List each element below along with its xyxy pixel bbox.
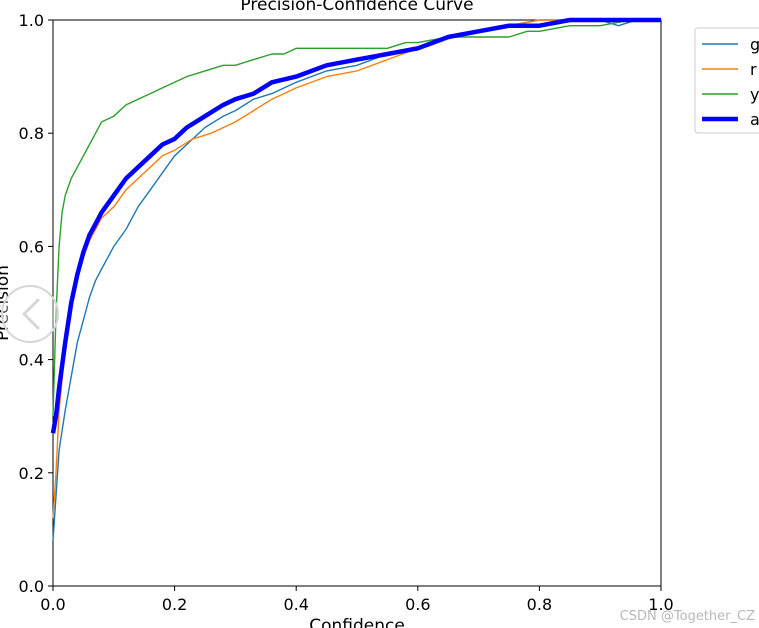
series-line-a — [50, 17, 661, 434]
chevron-left-icon — [22, 298, 40, 330]
y-tick-label: 1.0 — [19, 11, 44, 30]
x-axis-ticks: 0.0 0.2 0.4 0.6 0.8 1.0 — [40, 586, 674, 614]
y-tick-label: 0.4 — [19, 351, 44, 370]
y-tick-label: 0.0 — [19, 577, 44, 596]
x-axis-title: Confidence — [309, 616, 405, 628]
x-tick-label: 1.0 — [648, 595, 673, 614]
nav-back-overlay[interactable] — [1, 285, 59, 343]
plot-frame — [52, 19, 662, 587]
series-line-y — [52, 19, 661, 417]
x-tick-label: 0.8 — [527, 595, 552, 614]
legend-label-y: y — [750, 85, 759, 104]
x-tick-label: 0.6 — [405, 595, 430, 614]
chart-title: Precision-Confidence Curve — [240, 0, 473, 15]
watermark: CSDN @Together_CZ — [620, 609, 755, 624]
y-tick-label: 0.6 — [19, 237, 44, 256]
x-tick-label: 0.2 — [162, 595, 187, 614]
series-layer — [50, 17, 661, 541]
y-axis-ticks: 0.0 0.2 0.4 0.6 0.8 1.0 — [19, 11, 53, 596]
legend-label-g: g — [750, 35, 759, 54]
nav-back-circle — [1, 285, 59, 343]
legend-label-a: a — [750, 110, 759, 129]
x-tick-label: 0.4 — [283, 595, 308, 614]
plot-area: 0.0 0.2 0.4 0.6 0.8 1.0 0.0 0.2 0.4 0.6 0.8 1.0 — [19, 11, 674, 614]
y-tick-label: 0.8 — [19, 124, 44, 143]
x-tick-label: 0.0 — [40, 595, 65, 614]
legend-label-r: r — [750, 60, 757, 79]
y-tick-label: 0.2 — [19, 464, 44, 483]
legend-frame — [694, 27, 759, 134]
